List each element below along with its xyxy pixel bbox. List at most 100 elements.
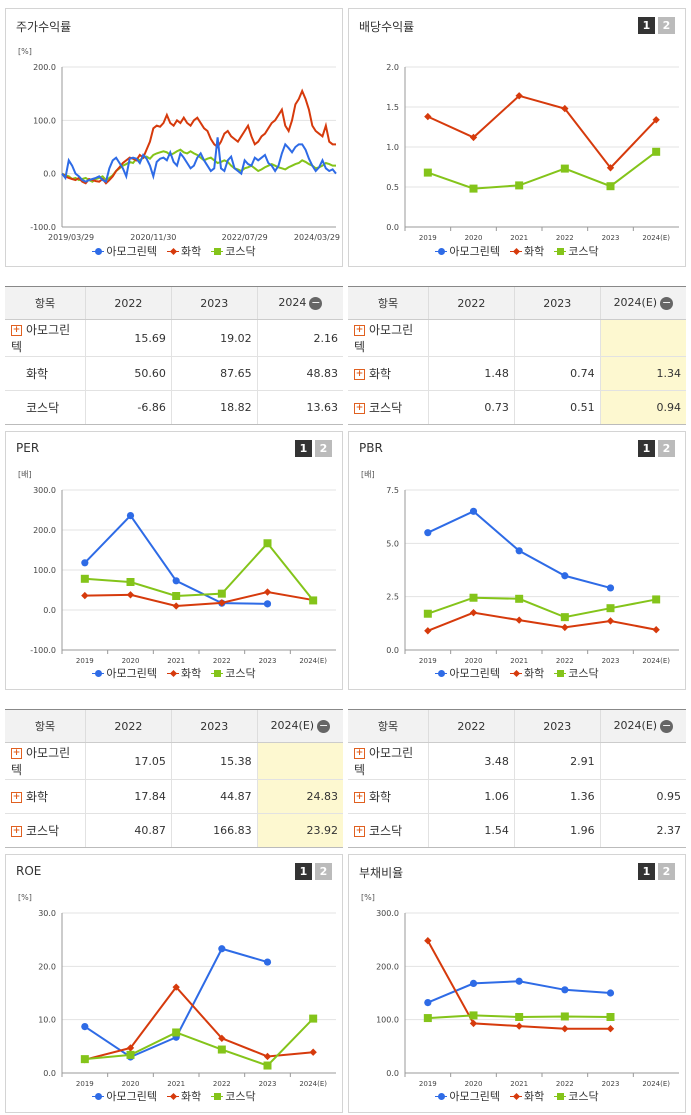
data-point[interactable] (126, 1050, 135, 1059)
legend-item[interactable]: 코스닥 (554, 665, 599, 681)
data-point[interactable] (263, 1052, 272, 1061)
legend-item[interactable]: 아모그린텍 (92, 665, 157, 681)
data-point[interactable] (560, 613, 569, 622)
data-point[interactable] (469, 133, 478, 142)
data-point[interactable] (263, 1061, 272, 1070)
data-point[interactable] (469, 979, 478, 987)
row-label[interactable]: + 아모그린텍 (348, 742, 429, 780)
row-label[interactable]: +코스닥 (354, 824, 403, 838)
data-point[interactable] (469, 593, 478, 602)
data-point[interactable] (515, 181, 524, 190)
expand-icon[interactable]: + (354, 748, 365, 759)
data-point[interactable] (218, 945, 226, 953)
expand-icon[interactable]: + (11, 792, 22, 803)
data-point[interactable] (80, 1055, 89, 1064)
expand-icon[interactable]: + (11, 826, 22, 837)
data-point[interactable] (424, 937, 432, 945)
data-point[interactable] (423, 1014, 432, 1023)
expand-icon[interactable]: + (11, 325, 22, 336)
data-point[interactable] (560, 1012, 569, 1021)
data-point[interactable] (561, 572, 569, 580)
data-point[interactable] (424, 627, 432, 635)
data-point[interactable] (515, 594, 524, 603)
row-label[interactable]: + 아모그린텍 (348, 319, 429, 357)
legend-item[interactable]: 아모그린텍 (92, 243, 157, 259)
data-point[interactable] (172, 983, 180, 991)
data-point[interactable] (469, 1019, 478, 1028)
data-point[interactable] (515, 1022, 523, 1030)
data-point[interactable] (561, 986, 569, 994)
view-1-button[interactable]: 1 (638, 863, 655, 880)
data-point[interactable] (515, 616, 523, 624)
data-point[interactable] (423, 168, 432, 177)
data-point[interactable] (217, 1045, 226, 1054)
data-point[interactable] (81, 1023, 89, 1031)
data-point[interactable] (515, 1013, 524, 1021)
data-point[interactable] (606, 1025, 615, 1033)
data-point[interactable] (652, 626, 660, 634)
expand-icon[interactable]: + (354, 325, 365, 336)
data-point[interactable] (126, 591, 135, 599)
data-point[interactable] (263, 958, 272, 966)
data-point[interactable] (172, 602, 180, 610)
row-label[interactable]: +코스닥 (354, 401, 403, 415)
expand-icon[interactable]: + (354, 403, 365, 414)
data-point[interactable] (652, 147, 661, 156)
legend-item[interactable]: 화학 (166, 665, 201, 681)
collapse-icon[interactable]: − (317, 718, 331, 733)
data-point[interactable] (469, 1011, 478, 1020)
data-point[interactable] (561, 623, 569, 632)
view-2-button[interactable]: 2 (658, 17, 675, 34)
legend-item[interactable]: 아모그린텍 (435, 665, 500, 681)
row-label[interactable]: +코스닥 (11, 824, 60, 838)
data-point[interactable] (606, 989, 615, 997)
legend-item[interactable]: 화학 (509, 243, 544, 259)
data-point[interactable] (424, 999, 432, 1007)
data-point[interactable] (309, 596, 318, 605)
data-point[interactable] (469, 507, 478, 515)
view-2-button[interactable]: 2 (658, 440, 675, 457)
data-point[interactable] (263, 588, 272, 596)
view-2-button[interactable]: 2 (315, 863, 332, 880)
legend-item[interactable]: 코스닥 (554, 243, 599, 259)
data-point[interactable] (172, 592, 181, 600)
data-point[interactable] (309, 1014, 318, 1023)
view-2-button[interactable]: 2 (315, 440, 332, 457)
data-point[interactable] (263, 600, 272, 608)
legend-item[interactable]: 화학 (509, 665, 544, 681)
data-point[interactable] (172, 1028, 181, 1037)
row-label[interactable]: + 아모그린텍 (5, 319, 86, 357)
row-label[interactable]: +화학 (5, 779, 86, 814)
data-point[interactable] (560, 164, 569, 173)
row-label[interactable]: +코스닥 (26, 401, 60, 415)
data-point[interactable] (217, 589, 226, 598)
data-point[interactable] (172, 577, 180, 585)
collapse-icon[interactable]: − (660, 295, 674, 310)
row-label[interactable]: +화학 (5, 356, 86, 391)
legend-item[interactable]: 아모그린텍 (92, 1088, 157, 1104)
row-label[interactable]: +화학 (348, 356, 429, 391)
legend-item[interactable]: 아모그린텍 (435, 1088, 500, 1104)
data-point[interactable] (126, 512, 135, 520)
data-point[interactable] (469, 184, 478, 193)
legend-item[interactable]: 아모그린텍 (435, 243, 500, 259)
view-1-button[interactable]: 1 (295, 863, 312, 880)
legend-item[interactable]: 코스닥 (211, 665, 256, 681)
data-point[interactable] (515, 977, 523, 985)
data-point[interactable] (80, 574, 89, 583)
data-point[interactable] (606, 1013, 615, 1021)
row-label[interactable]: +화학 (348, 779, 429, 814)
collapse-icon[interactable]: − (309, 295, 323, 310)
data-point[interactable] (652, 595, 661, 604)
data-point[interactable] (469, 608, 478, 617)
legend-item[interactable]: 코스닥 (554, 1088, 599, 1104)
data-point[interactable] (606, 182, 615, 191)
data-point[interactable] (606, 584, 615, 592)
data-point[interactable] (81, 559, 89, 567)
data-point[interactable] (606, 617, 615, 625)
data-point[interactable] (515, 547, 523, 555)
legend-item[interactable]: 코스닥 (211, 1088, 256, 1104)
view-1-button[interactable]: 1 (638, 17, 655, 34)
data-point[interactable] (606, 604, 615, 613)
row-label[interactable]: + 아모그린텍 (5, 742, 86, 780)
